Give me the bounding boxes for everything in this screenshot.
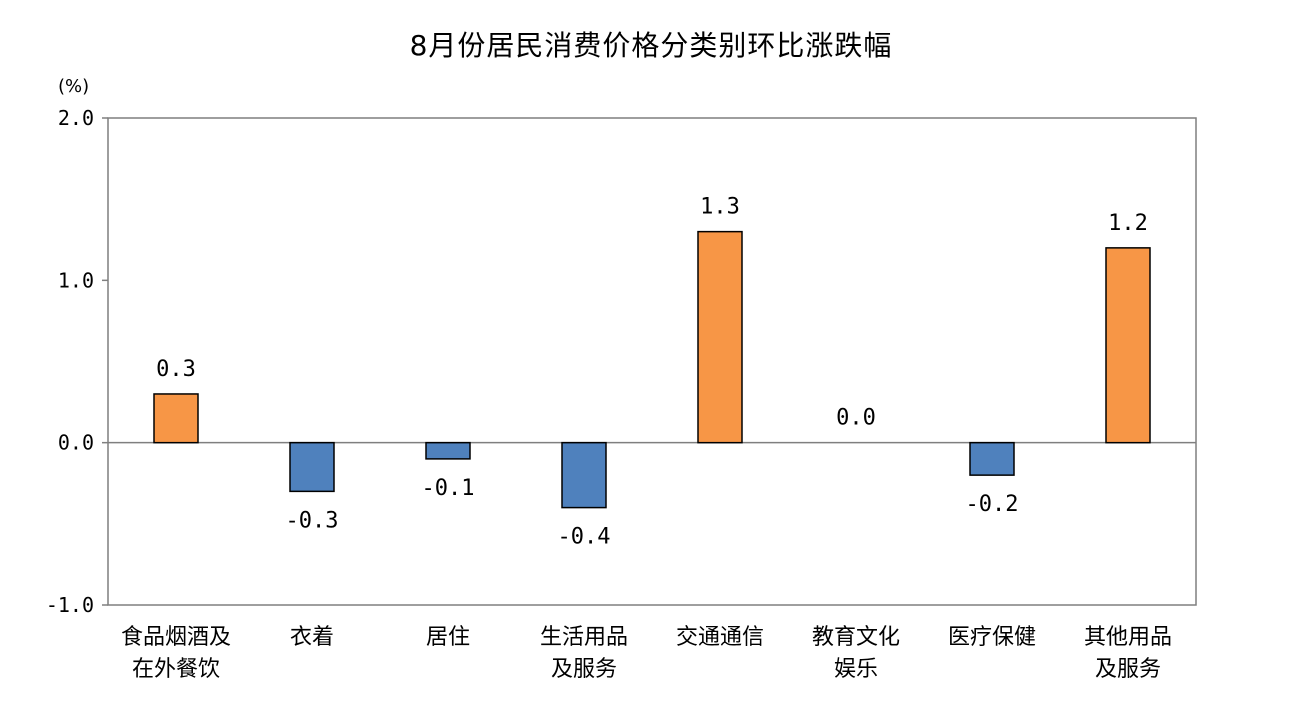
y-axis-tick-labels: 2.0 1.0 0.0 -1.0 [46,106,94,617]
bar [425,441,471,460]
category-label: 在外餐饮 [132,657,220,682]
category-label: 居住 [426,625,470,650]
bar [969,441,1015,476]
data-label: 1.2 [1108,211,1148,236]
category-label: 衣着 [290,625,334,650]
chart-title: 8月份居民消费价格分类别环比涨跌幅 [409,29,893,62]
data-label: 1.3 [700,195,740,220]
data-labels: 0.3 -0.3 -0.1 -0.4 1.3 0.0 -0.2 1.2 [156,195,1148,550]
y-tick-label: 2.0 [58,106,94,130]
y-tick-label: -1.0 [46,593,94,617]
bars [153,230,1151,509]
category-label: 及服务 [551,657,617,682]
bar [697,230,743,444]
data-label: -0.1 [422,476,475,501]
category-label: 食品烟酒及 [121,625,231,650]
bar [153,393,199,444]
y-tick-label: 1.0 [58,268,94,292]
data-label: 0.3 [156,357,196,382]
bar [561,441,607,509]
category-label: 教育文化 [812,625,900,650]
y-axis-ticks [102,117,108,606]
data-label: 0.0 [836,406,876,431]
plot-frame [107,117,1197,606]
bar [1105,247,1151,444]
category-label: 其他用品 [1084,625,1172,650]
bar [289,441,335,493]
category-label: 及服务 [1095,657,1161,682]
category-label: 生活用品 [540,625,628,650]
category-label: 医疗保健 [948,625,1036,650]
category-label: 娱乐 [834,657,878,682]
data-label: -0.4 [558,525,611,550]
category-label: 交通通信 [676,625,764,650]
data-label: -0.2 [966,492,1019,517]
y-axis-unit-label: (%) [58,76,90,97]
y-tick-label: 0.0 [58,431,94,455]
data-label: -0.3 [286,508,339,533]
